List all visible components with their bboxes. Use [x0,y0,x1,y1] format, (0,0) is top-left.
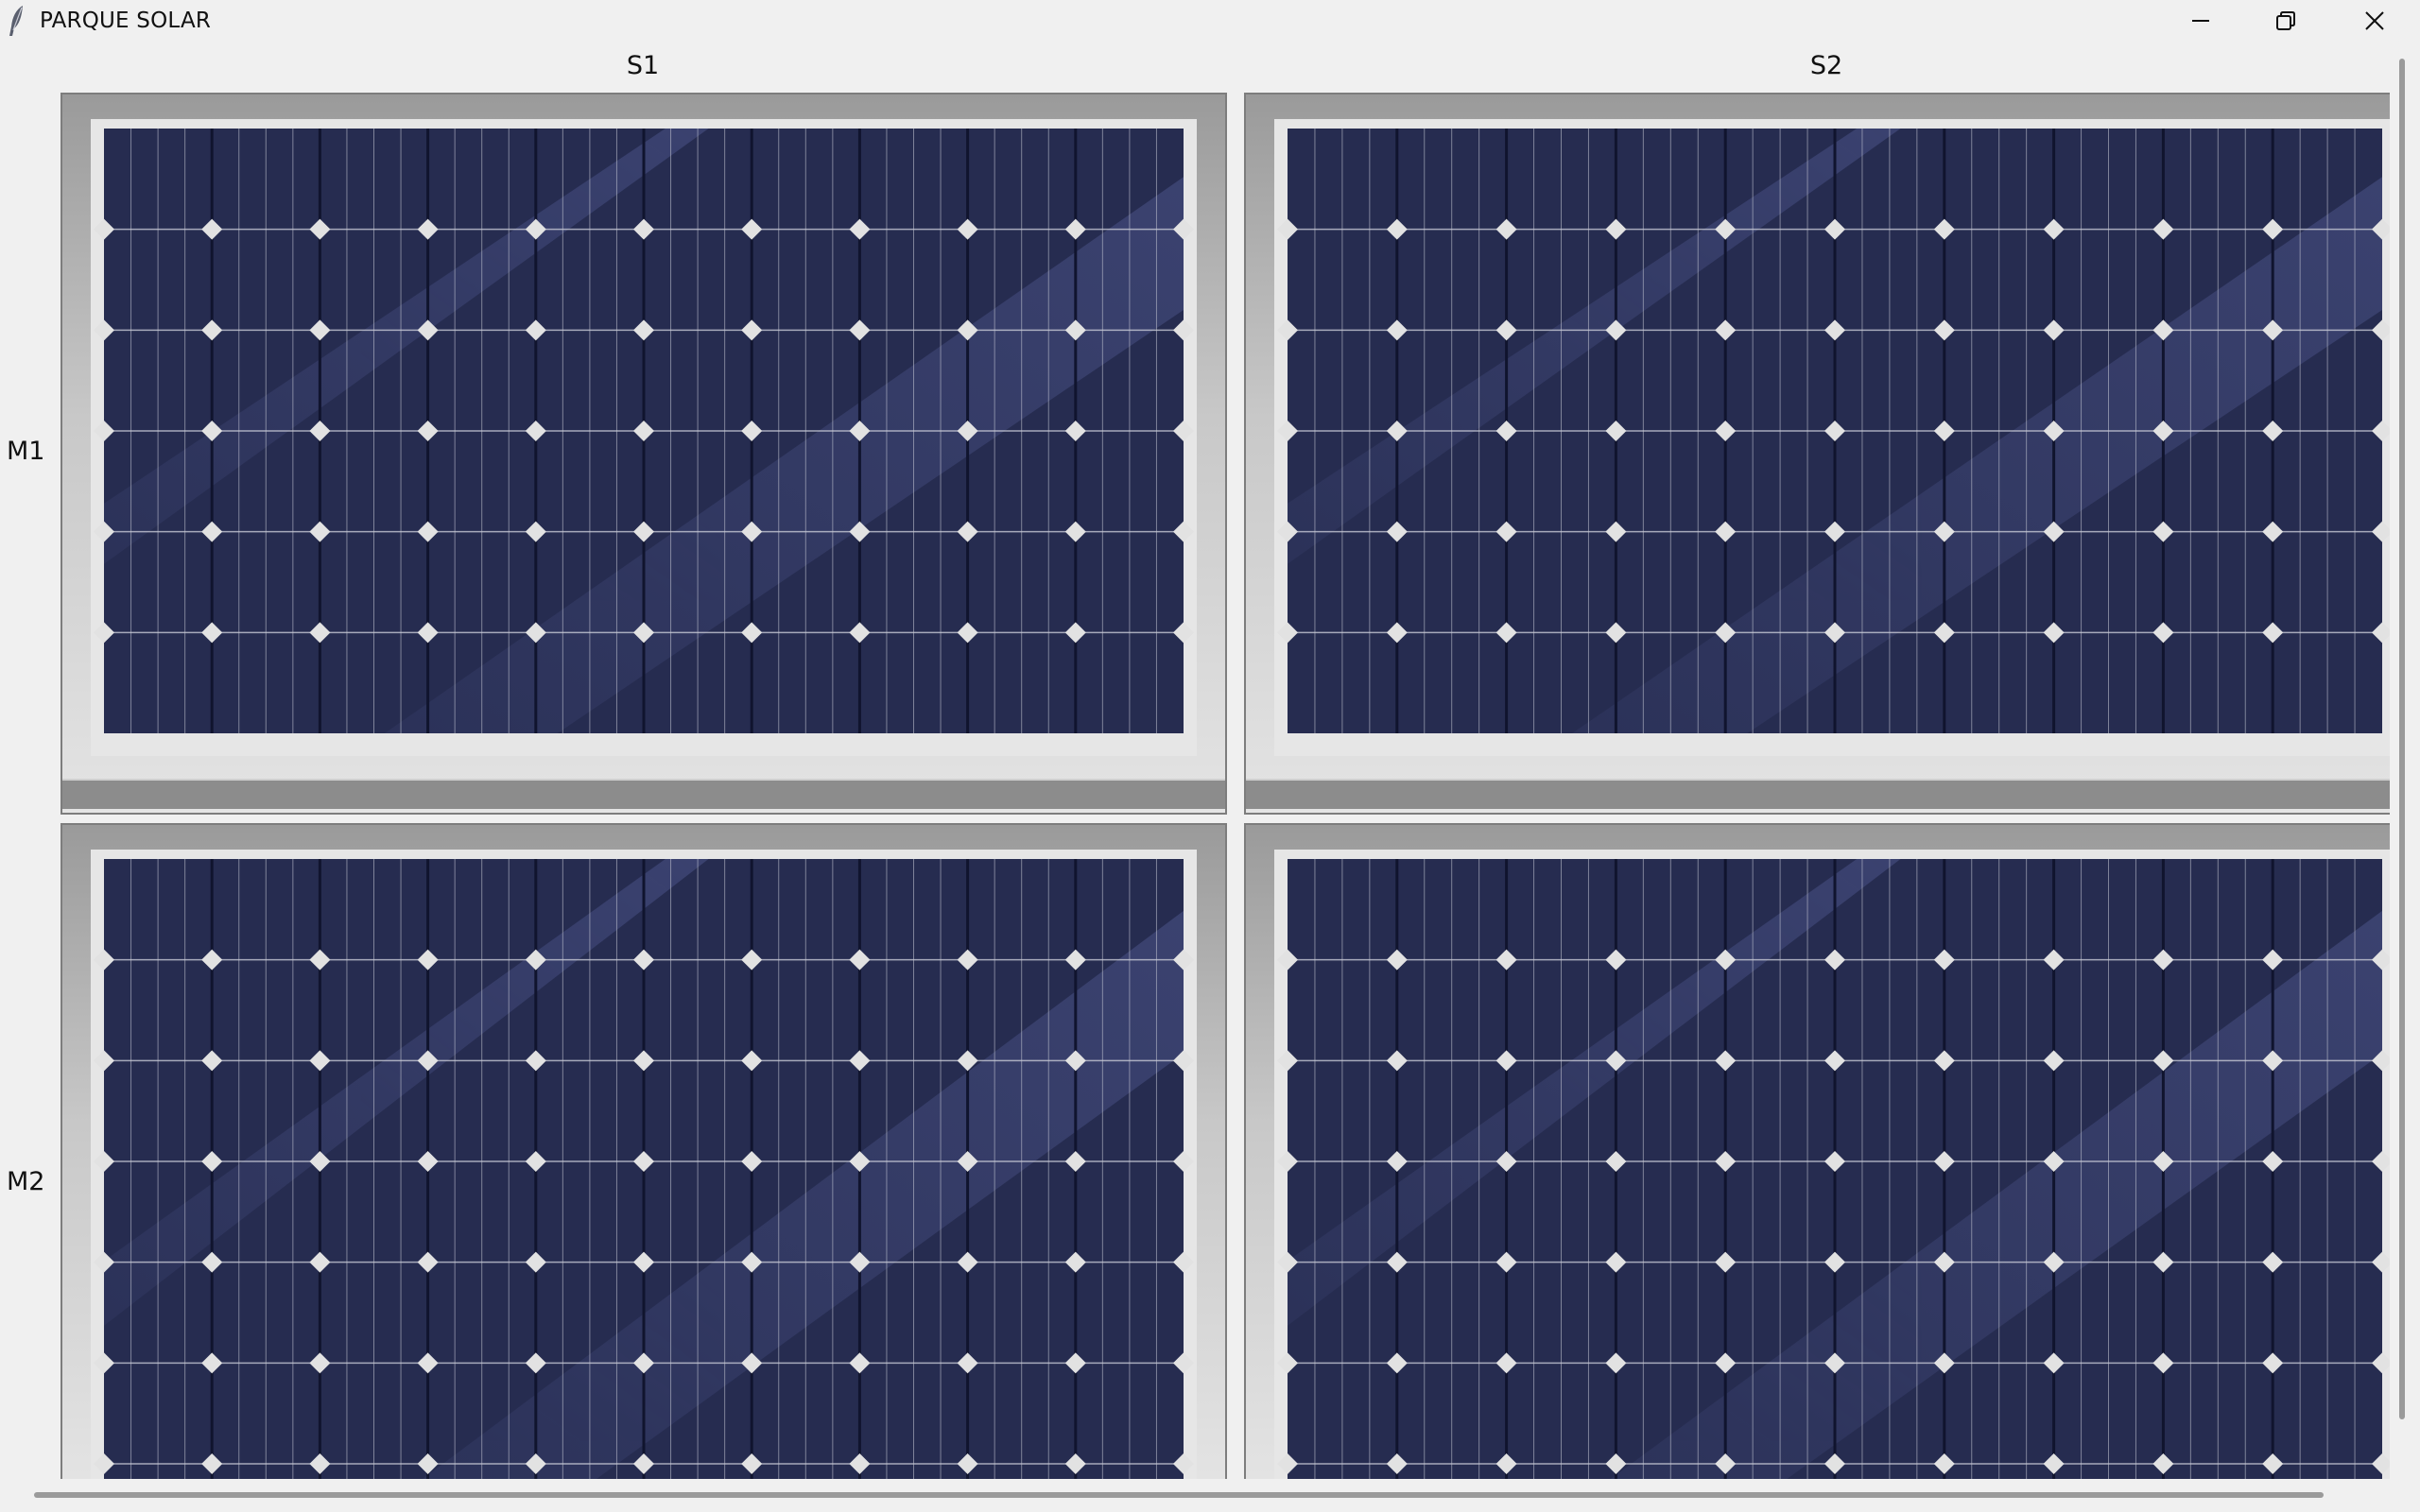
row-label-m1: M1 [7,437,45,466]
solar-panel-m2-s1[interactable] [60,823,1227,1479]
solar-panel-m2-s2[interactable] [1244,823,2390,1479]
minimize-button[interactable] [2157,0,2244,42]
feather-icon [8,4,28,38]
close-button[interactable] [2331,0,2418,42]
solar-panel-m1-s2[interactable] [1244,93,2390,815]
vertical-scrollbar[interactable] [2399,59,2405,1419]
column-label-s2: S2 [1809,51,1843,80]
title-bar[interactable]: PARQUE SOLAR [0,0,2420,43]
restore-icon [2275,10,2296,31]
solar-panel-m1-s1[interactable] [60,93,1227,815]
restore-button[interactable] [2242,0,2329,42]
close-icon [2364,10,2385,31]
horizontal-scrollbar[interactable] [34,1492,2324,1498]
row-label-m2: M2 [7,1167,45,1196]
window-title: PARQUE SOLAR [40,9,212,33]
minimize-icon [2190,10,2211,31]
column-label-s1: S1 [626,51,660,80]
